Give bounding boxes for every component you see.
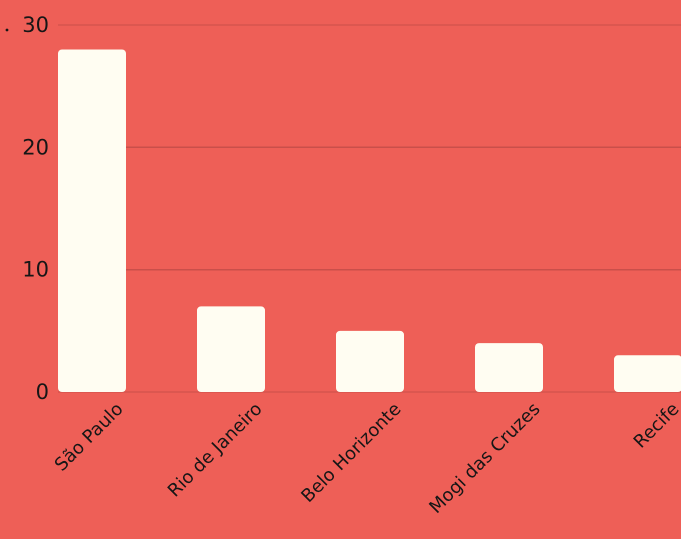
y-tick-label: 10 <box>22 258 49 282</box>
bar-recife <box>614 355 681 392</box>
y-tick-label: 0 <box>36 380 49 404</box>
category-label: Rio de Janeiro <box>164 399 267 502</box>
bar-s-o-paulo <box>58 49 126 392</box>
x-axis-labels: São Paulo Rio de Janeiro Belo Horizonte Mog… <box>51 399 681 518</box>
bar-belo-horizonte <box>336 330 404 392</box>
y-tick-label: 20 <box>22 135 49 159</box>
category-label: Mogi das Cruzes <box>425 399 544 518</box>
bars <box>58 49 681 392</box>
category-label: São Paulo <box>51 399 128 476</box>
category-label: Belo Horizonte <box>297 399 405 507</box>
category-label: Recife <box>630 399 681 453</box>
small-dot-mark <box>5 28 9 32</box>
bar-mogi-das-cruzes <box>475 343 543 392</box>
y-axis-ticks: 0 10 20 30 <box>22 13 49 404</box>
bar-rio-de-janeiro <box>197 306 265 392</box>
y-tick-label: 30 <box>22 13 49 37</box>
